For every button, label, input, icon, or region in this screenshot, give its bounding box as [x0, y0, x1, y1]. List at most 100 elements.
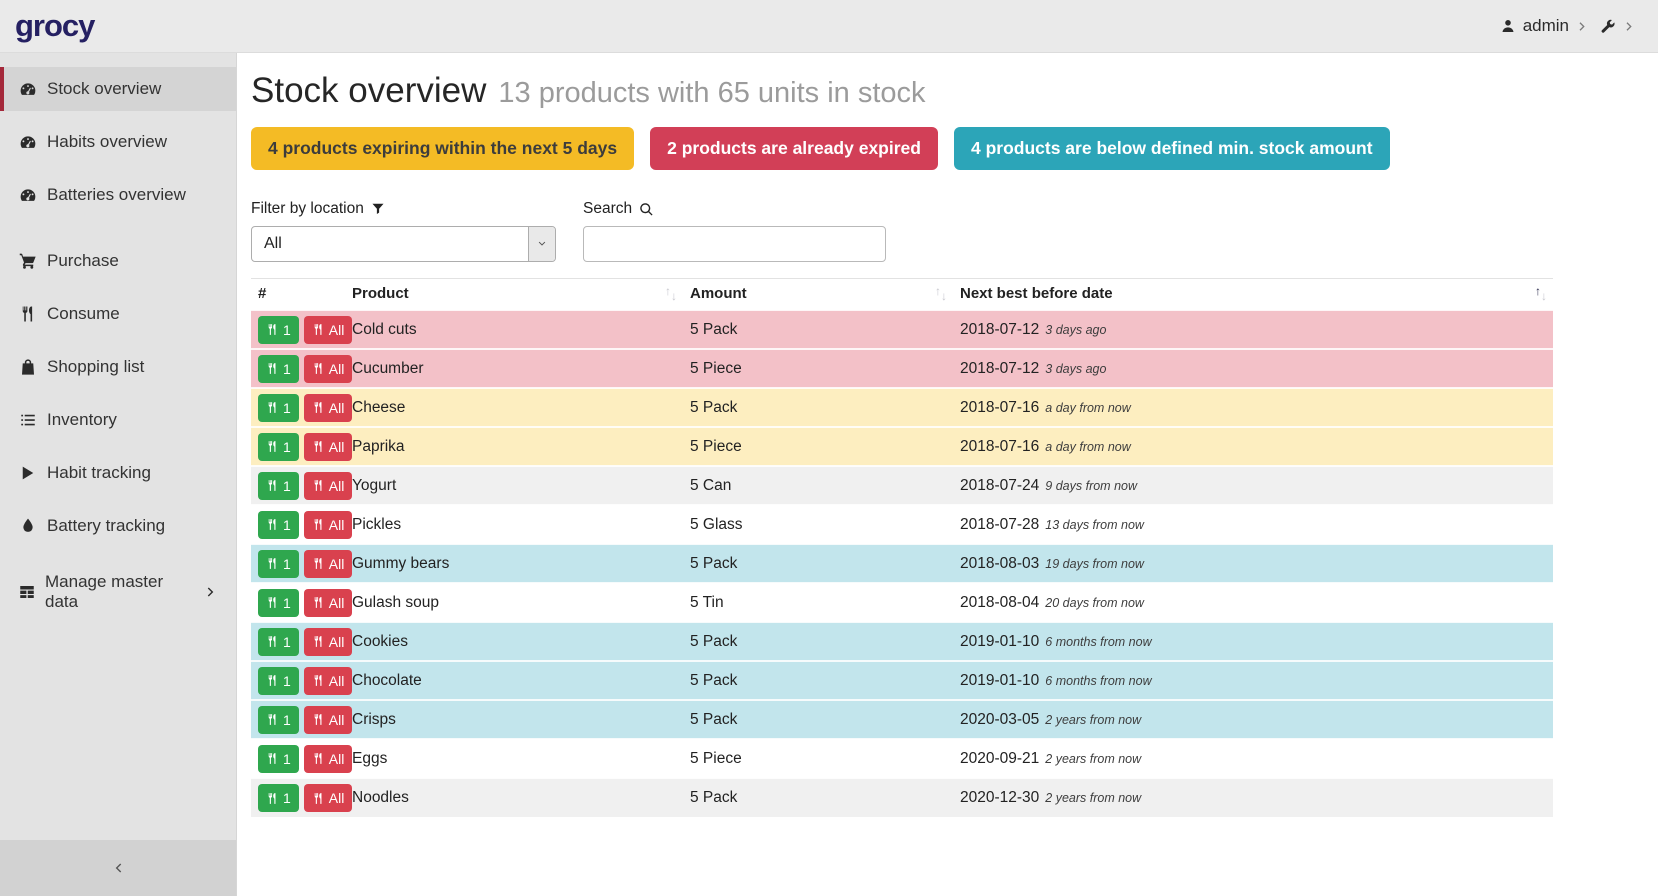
product-cell: Paprika — [352, 437, 405, 455]
sidebar-item-stock-overview[interactable]: Stock overview — [0, 67, 236, 111]
status-badge[interactable]: 4 products are below defined min. stock … — [953, 127, 1390, 170]
search-input[interactable] — [583, 226, 886, 262]
chevron-right-icon — [1576, 20, 1589, 33]
consume-one-button[interactable]: 1 — [258, 627, 299, 656]
timeago-label: 3 days ago — [1045, 361, 1107, 376]
amount-cell: 5 Piece — [690, 359, 742, 377]
utensils-icon — [266, 518, 279, 531]
amount-cell: 5 Piece — [690, 437, 742, 455]
amount-cell: 5 Pack — [690, 320, 738, 338]
sidebar-item-battery-tracking[interactable]: Battery tracking — [0, 504, 236, 548]
timeago-label: 2 years from now — [1045, 791, 1142, 805]
cart-icon — [18, 252, 38, 270]
consume-one-button[interactable]: 1 — [258, 549, 299, 578]
consume-all-label: All — [328, 516, 345, 533]
utensils-icon — [312, 752, 325, 765]
search-icon — [639, 202, 654, 217]
status-badge[interactable]: 4 products expiring within the next 5 da… — [251, 127, 635, 170]
table-row: 1 All Pickles 5 Glass 2018-07-28 13 days from… — [251, 505, 1553, 544]
table-row: 1 All Noodles 5 Pack 2020-12-30 2 years from … — [251, 778, 1553, 817]
sidebar-item-label: Habits overview — [47, 132, 167, 151]
column-label: Amount — [690, 285, 747, 302]
sidebar-item-habit-tracking[interactable]: Habit tracking — [0, 451, 236, 495]
sidebar-item-batteries-overview[interactable]: Batteries overview — [0, 173, 236, 217]
consume-all-button[interactable]: All — [303, 744, 353, 773]
consume-all-button[interactable]: All — [303, 510, 353, 539]
product-cell: Noodles — [352, 789, 409, 806]
sidebar-item-habits-overview[interactable]: Habits overview — [0, 120, 236, 164]
best-before-cell: 2019-01-10 6 months from now — [960, 632, 1152, 650]
consume-one-button[interactable]: 1 — [258, 471, 299, 500]
amount-cell: 5 Pack — [690, 554, 738, 572]
wrench-icon — [1599, 18, 1616, 35]
consume-all-label: All — [328, 750, 345, 767]
table-row: 1 All Cheese 5 Pack 2018-07-16 a day from now — [251, 388, 1553, 427]
consume-one-label: 1 — [283, 516, 291, 533]
consume-one-button[interactable]: 1 — [258, 666, 299, 695]
column-label: Product — [352, 285, 409, 302]
consume-all-button[interactable]: All — [303, 705, 353, 734]
tachometer-icon — [18, 80, 38, 98]
amount-cell: 5 Pack — [690, 710, 738, 728]
table-row: 1 All Gummy bears 5 Pack 2018-08-03 19 days f… — [251, 544, 1553, 583]
consume-one-button[interactable]: 1 — [258, 315, 299, 344]
consume-all-button[interactable]: All — [303, 784, 353, 812]
column-header-amount[interactable]: Amount ↑ ↓ — [683, 278, 953, 311]
sidebar-item-inventory[interactable]: Inventory — [0, 398, 236, 442]
sidebar-item-consume[interactable]: Consume — [0, 292, 236, 336]
column-header-next-best-before-date[interactable]: Next best before date ↑ ↓ — [953, 278, 1553, 311]
consume-one-button[interactable]: 1 — [258, 705, 299, 734]
consume-all-button[interactable]: All — [303, 393, 353, 422]
best-before-cell: 2018-07-12 3 days ago — [960, 320, 1107, 338]
consume-one-button[interactable]: 1 — [258, 510, 299, 539]
consume-all-button[interactable]: All — [303, 666, 353, 695]
consume-all-button[interactable]: All — [303, 432, 353, 461]
consume-one-button[interactable]: 1 — [258, 432, 299, 461]
sidebar-collapse-button[interactable] — [0, 840, 236, 896]
utensils-icon — [266, 596, 279, 609]
consume-one-label: 1 — [283, 594, 291, 611]
settings-menu[interactable] — [1599, 18, 1636, 35]
sidebar-item-label: Stock overview — [47, 79, 162, 98]
product-cell: Cheese — [352, 398, 406, 416]
consume-all-label: All — [328, 555, 345, 572]
table-row: 1 All Crisps 5 Pack 2020-03-05 2 years from n… — [251, 700, 1553, 739]
location-select-value: All — [264, 235, 282, 252]
funnel-icon — [371, 202, 385, 216]
utensils-icon — [18, 305, 38, 323]
consume-one-button[interactable]: 1 — [258, 393, 299, 422]
amount-cell: 5 Pack — [690, 671, 738, 689]
consume-one-button[interactable]: 1 — [258, 784, 299, 812]
utensils-icon — [266, 713, 279, 726]
consume-all-button[interactable]: All — [303, 315, 353, 344]
utensils-icon — [266, 479, 279, 492]
status-badge[interactable]: 2 products are already expired — [650, 127, 938, 170]
consume-one-label: 1 — [283, 672, 291, 689]
best-before-cell: 2018-08-04 20 days from now — [960, 593, 1144, 611]
sidebar-item-purchase[interactable]: Purchase — [0, 239, 236, 283]
consume-all-button[interactable]: All — [303, 354, 353, 383]
best-before-cell: 2020-09-21 2 years from now — [960, 749, 1142, 767]
consume-one-label: 1 — [283, 477, 291, 494]
product-cell: Cucumber — [352, 359, 424, 377]
consume-one-button[interactable]: 1 — [258, 588, 299, 617]
column-header-product[interactable]: Product ↑ ↓ — [345, 278, 683, 311]
consume-one-button[interactable]: 1 — [258, 354, 299, 383]
consume-all-button[interactable]: All — [303, 588, 353, 617]
consume-all-button[interactable]: All — [303, 627, 353, 656]
user-menu[interactable]: admin — [1500, 16, 1589, 36]
consume-one-button[interactable]: 1 — [258, 744, 299, 773]
consume-all-button[interactable]: All — [303, 549, 353, 578]
list-icon — [18, 411, 38, 429]
consume-all-button[interactable]: All — [303, 471, 353, 500]
consume-all-label: All — [328, 790, 345, 806]
column-label: # — [258, 285, 267, 302]
location-select[interactable]: All — [251, 226, 556, 262]
product-cell: Chocolate — [352, 671, 422, 689]
utensils-icon — [266, 557, 279, 570]
sidebar-item-shopping-list[interactable]: Shopping list — [0, 345, 236, 389]
sidebar-item-label: Inventory — [47, 410, 117, 429]
utensils-icon — [312, 792, 325, 805]
utensils-icon — [312, 401, 325, 414]
sidebar-item-manage-master-data[interactable]: Manage master data — [0, 570, 236, 614]
